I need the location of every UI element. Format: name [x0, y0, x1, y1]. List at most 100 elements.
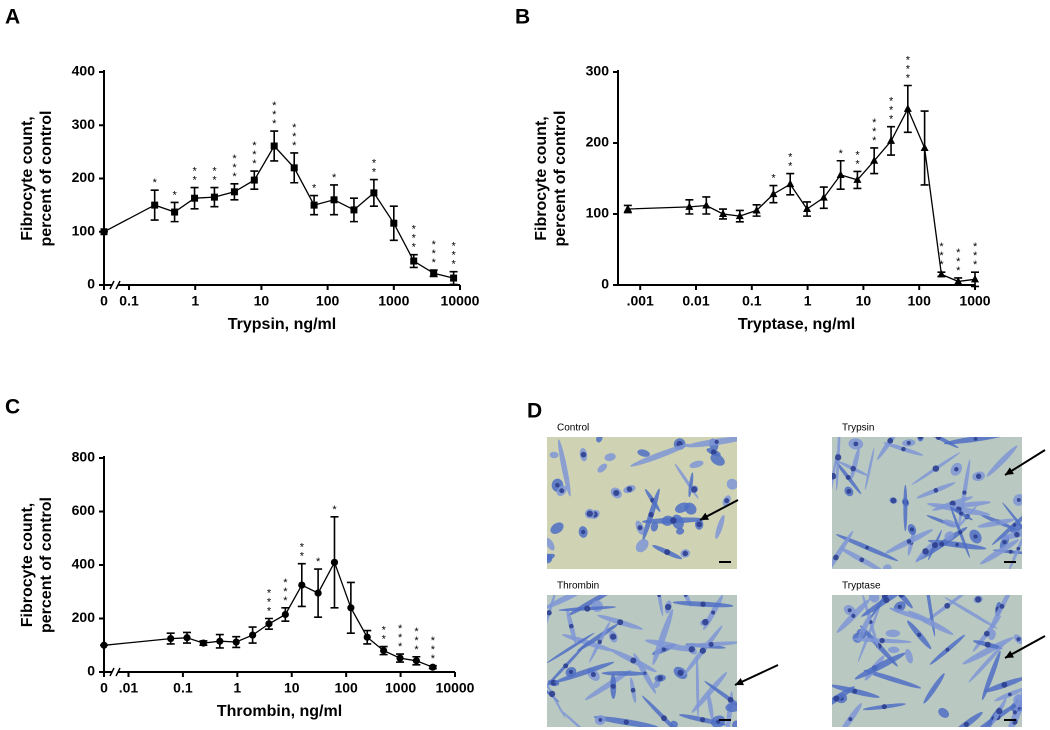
cell: [938, 707, 950, 718]
y-tick-label: 0: [87, 663, 95, 679]
data-point: [819, 193, 828, 201]
nucleus: [568, 623, 574, 629]
y-tick-label: 800: [72, 449, 96, 465]
cell: [676, 527, 685, 535]
nucleus: [834, 454, 842, 461]
cell: [695, 655, 700, 718]
arrow-head: [1005, 650, 1014, 658]
cell: [652, 608, 674, 666]
nucleus: [597, 639, 602, 645]
significance: **: [852, 149, 864, 167]
nucleus: [955, 542, 959, 547]
nucleus: [708, 641, 714, 647]
cell: [885, 629, 901, 638]
nucleus: [883, 596, 890, 604]
micrograph: [832, 437, 1022, 569]
cell: [944, 597, 998, 630]
cell: [863, 669, 922, 689]
cell: [597, 463, 608, 473]
series-line: [103, 144, 454, 279]
nucleus: [852, 688, 858, 694]
data-point: [100, 228, 108, 236]
cell: [903, 484, 908, 532]
nucleus: [962, 490, 967, 495]
x-tick-label: 10: [254, 293, 270, 309]
data-point: [171, 208, 179, 216]
cell: [688, 472, 694, 498]
nucleus: [559, 488, 565, 494]
cell: [977, 518, 1015, 528]
significance: ***: [288, 122, 300, 149]
nucleus: [865, 545, 869, 550]
cell: [968, 642, 1006, 683]
significance: *: [835, 148, 847, 157]
cell: [604, 453, 616, 462]
nucleus: [710, 449, 717, 456]
nucleus: [665, 603, 672, 611]
nucleus: [917, 632, 922, 637]
significance: *: [768, 173, 780, 182]
nucleus: [850, 465, 856, 472]
significance: *: [308, 183, 320, 192]
y-tick-label: 200: [586, 134, 610, 150]
data-point: [853, 175, 862, 183]
y-tick-label: 0: [601, 276, 609, 292]
cell: [547, 595, 589, 609]
significance: ***: [868, 117, 880, 144]
nucleus: [931, 542, 938, 549]
data-point: [310, 201, 318, 209]
cell: [981, 650, 1001, 701]
axis-break: [115, 667, 121, 677]
nucleus: [833, 695, 840, 702]
nucleus: [677, 669, 684, 676]
cell: [691, 671, 728, 713]
significance: ***: [969, 241, 981, 268]
cell: [924, 595, 936, 637]
significance: ***: [952, 247, 964, 274]
cell: [949, 501, 991, 508]
data-point: [769, 189, 778, 198]
data-point: [281, 610, 289, 619]
cell: [547, 632, 595, 664]
data-point: [370, 189, 378, 197]
x-tick-label: .001: [627, 293, 654, 309]
cell: [732, 720, 737, 727]
data-point: [803, 204, 812, 213]
nucleus: [637, 525, 643, 531]
cell: [944, 531, 954, 541]
x-tick-label: 100: [908, 293, 932, 309]
nucleus: [1002, 540, 1007, 545]
nucleus: [657, 675, 663, 681]
y-axis-label: percent of control: [552, 110, 569, 246]
nucleus: [661, 715, 667, 722]
y-tick-label: 100: [72, 222, 96, 238]
arrow-head: [735, 678, 744, 686]
axis-break: [109, 280, 115, 290]
significance: *: [149, 177, 161, 186]
data-point: [363, 633, 371, 641]
nucleus: [887, 437, 894, 444]
caption: Control: [557, 423, 589, 434]
x-tick-label: 100: [334, 680, 358, 696]
nucleus: [682, 550, 688, 557]
nucleus: [610, 633, 617, 640]
data-point: [350, 206, 358, 214]
nucleus: [547, 610, 552, 616]
significance: ***: [427, 635, 439, 662]
data-point: [314, 589, 322, 597]
data-point: [298, 581, 306, 589]
data-point: [100, 641, 108, 649]
data-point: [954, 276, 963, 285]
x-tick-label: 1000: [385, 680, 416, 696]
x-tick-label: 1000: [378, 293, 409, 309]
nucleus: [586, 510, 593, 517]
caption: Thrombin: [557, 581, 599, 592]
significance: **: [296, 542, 308, 560]
panel-label: D: [527, 400, 542, 423]
x-tick-label: 0.1: [173, 680, 193, 696]
significance: **: [209, 166, 221, 184]
x-tick-label: 0: [100, 680, 108, 696]
data-point: [290, 164, 298, 172]
data-point: [232, 638, 240, 646]
nucleus: [954, 467, 959, 472]
